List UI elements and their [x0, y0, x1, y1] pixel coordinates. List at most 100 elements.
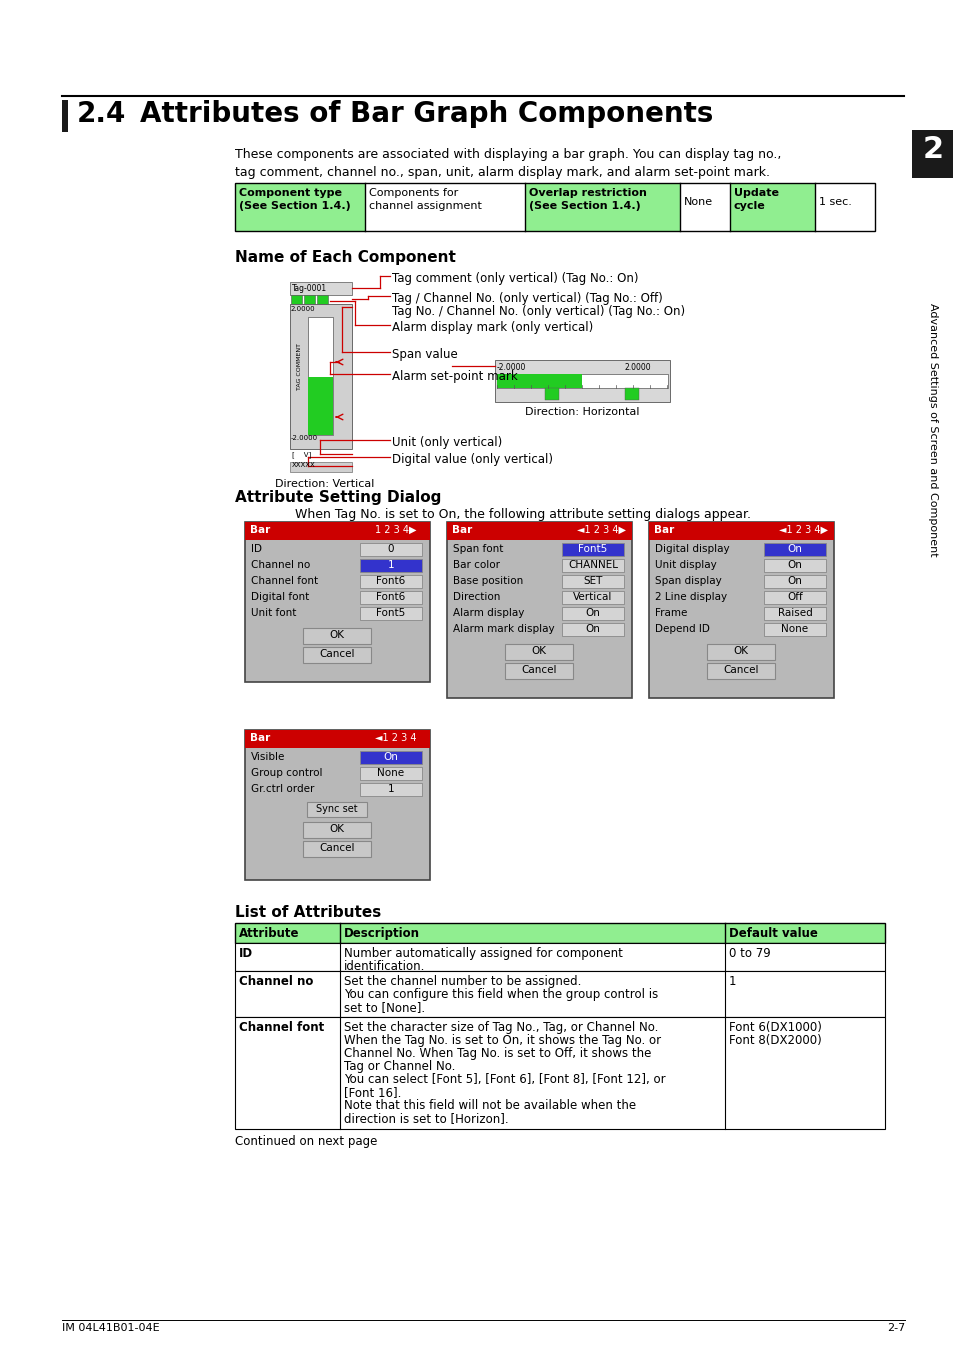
Bar — [291, 296, 302, 304]
Text: Number automatically assigned for component: Number automatically assigned for compon… — [344, 946, 622, 960]
Text: Cancel: Cancel — [319, 842, 355, 853]
Text: None: None — [683, 197, 713, 207]
Text: Attributes of Bar Graph Components: Attributes of Bar Graph Components — [140, 100, 713, 128]
Text: Components for: Components for — [369, 188, 457, 198]
Text: Unit display: Unit display — [655, 560, 716, 570]
Text: 2.4: 2.4 — [77, 100, 126, 128]
Text: (See Section 1.4.): (See Section 1.4.) — [529, 201, 640, 211]
Text: Continued on next page: Continued on next page — [234, 1135, 377, 1148]
Bar — [359, 767, 421, 780]
Bar — [763, 622, 825, 636]
Text: OK: OK — [531, 647, 546, 656]
Text: Direction: Horizontal: Direction: Horizontal — [524, 406, 639, 417]
Bar — [504, 644, 573, 660]
Bar — [234, 971, 884, 1017]
Text: Alarm display mark (only vertical): Alarm display mark (only vertical) — [392, 321, 593, 333]
Bar — [245, 730, 430, 880]
Text: 2: 2 — [922, 135, 943, 163]
Text: Unit font: Unit font — [251, 608, 296, 618]
Bar — [290, 304, 352, 450]
Text: On: On — [787, 576, 801, 586]
Bar — [763, 575, 825, 589]
Text: On: On — [787, 544, 801, 554]
Text: OK: OK — [329, 630, 344, 640]
Text: Digital value (only vertical): Digital value (only vertical) — [392, 454, 553, 466]
Text: ◄1 2 3 4: ◄1 2 3 4 — [375, 733, 416, 743]
Bar — [359, 751, 421, 764]
Text: ◄1 2 3 4▶: ◄1 2 3 4▶ — [577, 525, 625, 535]
Text: [Font 16].: [Font 16]. — [344, 1085, 401, 1099]
Bar — [303, 822, 371, 838]
Text: Visible: Visible — [251, 752, 285, 761]
Text: None: None — [377, 768, 404, 778]
Text: List of Attributes: List of Attributes — [234, 904, 381, 919]
Text: Tag No. / Channel No. (only vertical) (Tag No.: On): Tag No. / Channel No. (only vertical) (T… — [392, 305, 684, 319]
Text: On: On — [787, 560, 801, 570]
Bar — [234, 184, 365, 231]
Bar — [504, 663, 573, 679]
Text: Bar: Bar — [250, 733, 270, 743]
Text: Bar: Bar — [452, 525, 472, 535]
Text: Channel No. When Tag No. is set to Off, it shows the: Channel No. When Tag No. is set to Off, … — [344, 1048, 651, 1060]
Text: Font6: Font6 — [376, 576, 405, 586]
Text: Channel no: Channel no — [239, 975, 313, 988]
Text: identification.: identification. — [344, 960, 425, 973]
Bar — [763, 608, 825, 620]
Text: Font5: Font5 — [578, 544, 607, 554]
Text: Span font: Span font — [453, 544, 503, 554]
Text: Cancel: Cancel — [319, 649, 355, 659]
Bar — [359, 783, 421, 796]
Text: Direction: Vertical: Direction: Vertical — [274, 479, 374, 489]
Text: Cancel: Cancel — [520, 666, 557, 675]
Text: CHANNEL: CHANNEL — [567, 560, 618, 570]
Text: 1: 1 — [387, 560, 394, 570]
Text: Alarm mark display: Alarm mark display — [453, 624, 554, 634]
Bar — [706, 663, 774, 679]
Bar — [234, 944, 884, 971]
Text: Set the character size of Tag No., Tag, or Channel No.: Set the character size of Tag No., Tag, … — [344, 1021, 658, 1034]
Text: When the Tag No. is set to On, it shows the Tag No. or: When the Tag No. is set to On, it shows … — [344, 1034, 660, 1048]
Bar — [359, 543, 421, 556]
Bar — [561, 575, 623, 589]
Text: Digital display: Digital display — [655, 544, 729, 554]
Bar — [303, 647, 371, 663]
Text: ID: ID — [239, 946, 253, 960]
Text: OK: OK — [733, 647, 748, 656]
Bar — [561, 559, 623, 572]
Text: Attribute: Attribute — [239, 927, 299, 940]
Text: ◄1 2 3 4▶: ◄1 2 3 4▶ — [779, 525, 827, 535]
Text: Tag-0001: Tag-0001 — [292, 284, 327, 293]
Text: When Tag No. is set to On, the following attribute setting dialogs appear.: When Tag No. is set to On, the following… — [294, 508, 750, 521]
Text: -2.0000: -2.0000 — [291, 435, 317, 441]
Text: Sync set: Sync set — [315, 805, 357, 814]
Bar — [290, 462, 352, 472]
Text: Update: Update — [733, 188, 779, 198]
Text: Description: Description — [344, 927, 419, 940]
Text: On: On — [585, 624, 599, 634]
Text: 2.0000: 2.0000 — [624, 363, 651, 373]
Bar — [561, 622, 623, 636]
Text: On: On — [585, 608, 599, 618]
Bar — [316, 296, 328, 304]
Text: 2 Line display: 2 Line display — [655, 593, 726, 602]
Text: 0 to 79: 0 to 79 — [728, 946, 770, 960]
Text: Channel font: Channel font — [251, 576, 317, 586]
Text: Default value: Default value — [728, 927, 817, 940]
Text: (See Section 1.4.): (See Section 1.4.) — [239, 201, 351, 211]
Bar — [245, 730, 430, 748]
Text: Tag or Channel No.: Tag or Channel No. — [344, 1060, 455, 1073]
Text: None: None — [781, 624, 808, 634]
Text: You can select [Font 5], [Font 6], [Font 8], [Font 12], or: You can select [Font 5], [Font 6], [Font… — [344, 1073, 665, 1085]
Bar — [447, 522, 631, 540]
Text: Component type: Component type — [239, 188, 341, 198]
Text: Note that this field will not be available when the: Note that this field will not be availab… — [344, 1099, 636, 1112]
Text: Advanced Settings of Screen and Component: Advanced Settings of Screen and Componen… — [927, 304, 937, 556]
Bar — [234, 923, 884, 944]
Bar — [307, 802, 367, 817]
Text: direction is set to [Horizon].: direction is set to [Horizon]. — [344, 1112, 508, 1125]
Bar — [911, 130, 953, 178]
Bar — [624, 387, 639, 400]
Text: Overlap restriction: Overlap restriction — [529, 188, 646, 198]
Bar — [497, 374, 667, 387]
Bar — [763, 559, 825, 572]
